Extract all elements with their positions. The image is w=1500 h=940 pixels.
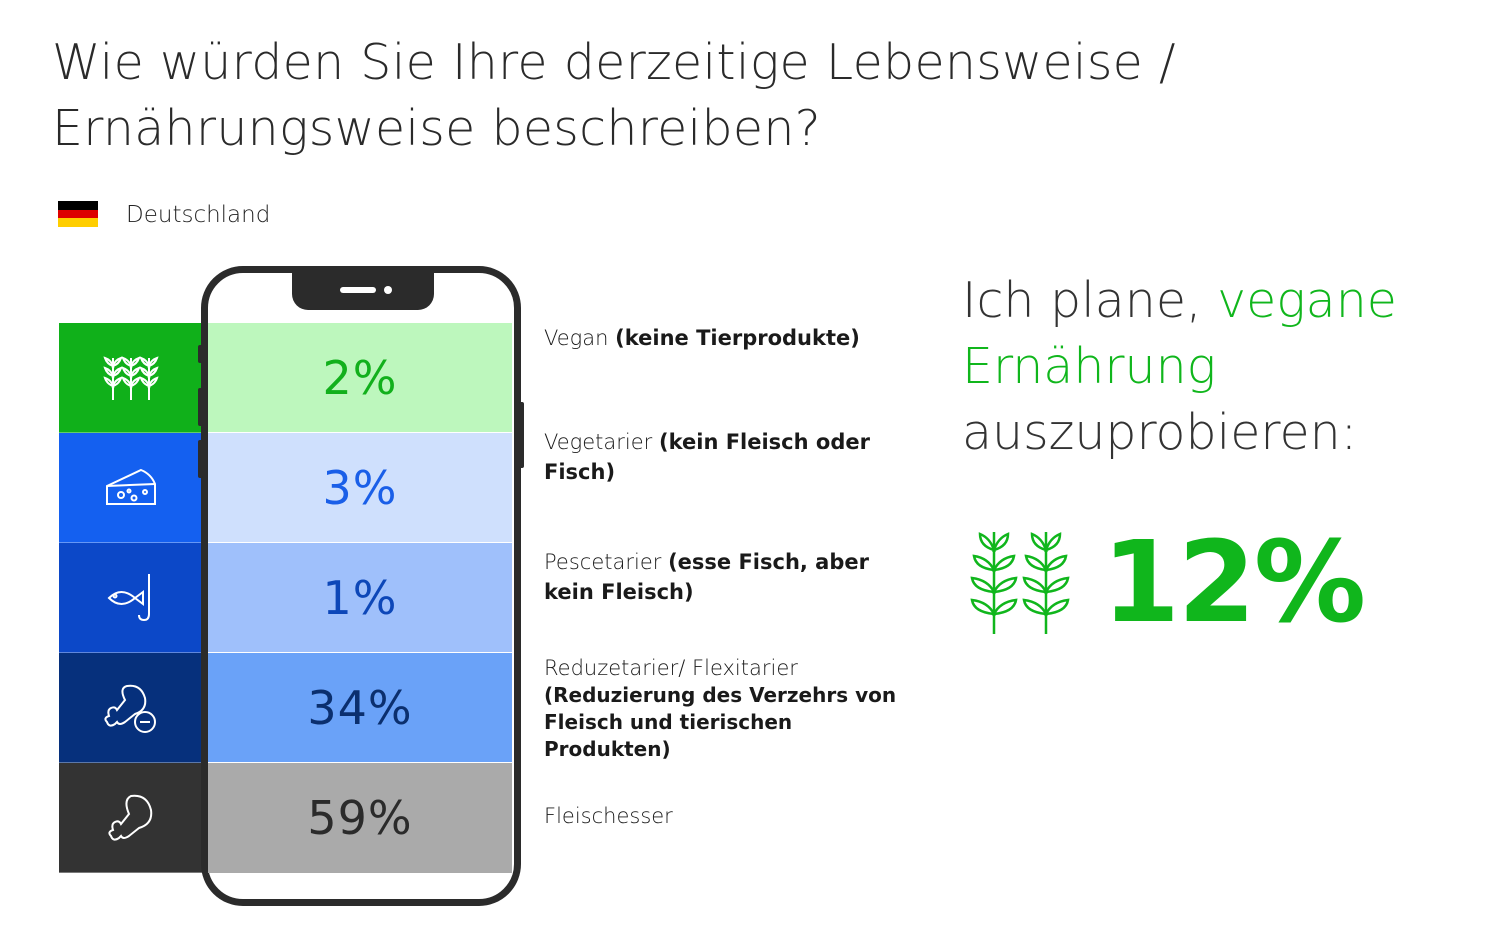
double-wheat-icon <box>970 532 1070 634</box>
value-vegetarian: 3% <box>322 460 398 515</box>
germany-flag-icon <box>58 201 98 228</box>
category-detail-flexitarian: (Reduzierung des Verzehrs von Fleisch un… <box>544 683 897 761</box>
flag-stripe-gold <box>58 218 98 228</box>
value-flexitarian: 34% <box>307 680 413 735</box>
label-cell-pescetarian: Pescetarier (esse Fisch, aber kein Fleis… <box>544 543 924 653</box>
strip-cell-pescetarian <box>59 543 203 653</box>
bar-meat: 59% <box>208 763 512 873</box>
plan-text-2: auszuprobieren: <box>962 404 1358 461</box>
label-meat: Fleischesser <box>544 801 673 831</box>
strip-cell-flexitarian <box>59 653 203 763</box>
plan-text-highlight: vegane Ernährung <box>962 272 1397 395</box>
flag-stripe-red <box>58 209 98 219</box>
category-labels: Vegan (keine Tierprodukte) Vegetarier (k… <box>544 323 924 873</box>
plan-statement: Ich plane, vegane Ernährung auszuprobier… <box>962 268 1482 466</box>
fish-hook-icon <box>107 573 150 621</box>
value-pescetarian: 1% <box>322 570 398 625</box>
wheat-icon <box>103 355 159 400</box>
label-vegetarian: Vegetarier (kein Fleisch oder Fisch) <box>544 427 924 487</box>
plan-text-1: Ich plane, <box>962 272 1218 329</box>
value-bars: 2% 3% 1% 34% 59% <box>208 323 512 873</box>
label-pescetarian: Pescetarier (esse Fisch, aber kein Fleis… <box>544 547 924 607</box>
plan-value: 12% <box>1102 518 1366 648</box>
strip-cell-meat <box>59 763 203 873</box>
flag-stripe-black <box>58 201 98 210</box>
strip-cell-vegetarian <box>59 433 203 543</box>
drumstick-minus-icon <box>104 684 156 733</box>
phone-power-button <box>519 402 524 468</box>
label-cell-vegetarian: Vegetarier (kein Fleisch oder Fisch) <box>544 430 924 543</box>
value-meat: 59% <box>307 791 413 845</box>
category-name-pescetarian: Pescetarier <box>544 550 662 574</box>
phone-speaker <box>340 287 376 293</box>
label-cell-flexitarian: Reduzetarier/ Flexitarier (Reduzierung de… <box>544 653 924 763</box>
country-legend: Deutschland <box>58 200 270 228</box>
category-name-meat: Fleischesser <box>544 804 673 828</box>
label-flexitarian: Reduzetarier/ Flexitarier (Reduzierung de… <box>544 655 924 763</box>
bar-flexitarian: 34% <box>208 653 512 763</box>
phone-volume-up-button <box>198 345 203 363</box>
phone-camera <box>384 286 392 294</box>
label-cell-meat: Fleischesser <box>544 763 924 873</box>
bar-vegetarian: 3% <box>208 433 512 543</box>
category-detail-vegan: (keine Tierprodukte) <box>615 326 860 350</box>
plan-figure: 12% <box>966 518 1366 648</box>
phone-notch <box>292 273 434 310</box>
page-title: Wie würden Sie Ihre derzeitige Lebenswei… <box>52 34 1176 157</box>
category-name-vegetarian: Vegetarier <box>544 430 653 454</box>
category-detail-pescetarian: (esse Fisch, aber kein Fleisch) <box>544 550 869 604</box>
drumstick-icon <box>108 794 153 841</box>
phone-volume-button-1 <box>198 388 203 426</box>
label-vegan: Vegan (keine Tierprodukte) <box>544 323 860 353</box>
bar-pescetarian: 1% <box>208 543 512 653</box>
icon-strip <box>59 323 203 873</box>
category-detail-vegetarian: (kein Fleisch oder Fisch) <box>544 430 870 484</box>
country-label: Deutschland <box>126 202 271 228</box>
bar-vegan: 2% <box>208 323 512 433</box>
phone-volume-button-2 <box>198 440 203 478</box>
cheese-icon <box>106 468 156 505</box>
category-name-flexitarian: Reduzetarier/ Flexitarier <box>544 656 798 680</box>
category-name-vegan: Vegan <box>544 326 609 350</box>
label-cell-vegan: Vegan (keine Tierprodukte) <box>544 323 924 433</box>
strip-cell-vegan <box>59 323 203 433</box>
value-vegan: 2% <box>322 350 398 405</box>
